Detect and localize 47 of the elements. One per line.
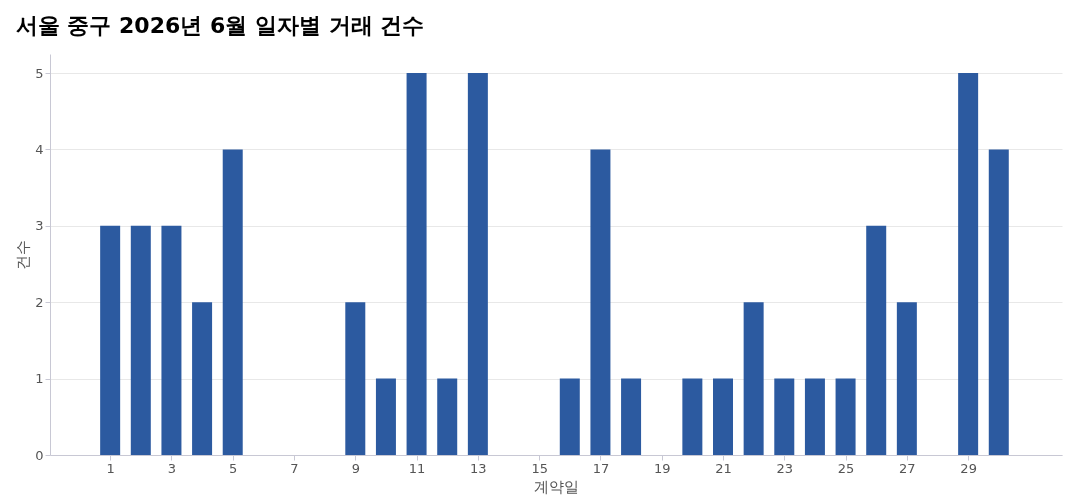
bar [866,225,887,455]
x-tick-label: 29 [960,460,977,476]
y-axis-title: 건수 [14,240,33,270]
bar [222,149,243,455]
bar [192,302,213,455]
bar [375,378,396,455]
bar [713,378,733,455]
y-tick-label: 0 [35,447,44,463]
bar [100,225,121,455]
bar [345,302,366,455]
bar [406,73,427,455]
x-tick-label: 27 [899,460,916,476]
bar [130,225,151,455]
bar [161,225,182,455]
bar [590,149,611,455]
bar [621,378,642,455]
y-tick-label: 3 [35,218,44,234]
x-axis-title: 계약일 [534,477,579,496]
x-tick-label: 23 [776,460,794,476]
bar [958,73,979,455]
x-tick-label: 17 [592,460,610,476]
bar [896,302,917,455]
bar [774,378,795,455]
x-tick-label: 15 [531,460,548,476]
bar [437,378,458,455]
x-tick-label: 25 [837,460,855,476]
bar [743,302,764,455]
x-tick-label: 1 [106,460,115,476]
chart-title: 서울 중구 2026년 6월 일자별 거래 건수 [15,13,425,38]
bar [467,73,488,455]
x-tick-label: 13 [470,460,487,476]
bar [682,378,703,455]
y-tick-label: 2 [35,294,44,310]
x-tick-label: 19 [653,460,671,476]
x-tick-label: 3 [167,460,177,476]
bar [835,378,856,455]
x-tick-label: 21 [715,460,732,476]
x-tick-label: 11 [408,460,426,476]
bar [559,378,580,455]
x-tick-label: 7 [290,460,299,476]
bar [988,149,1009,455]
x-tick-label: 5 [229,460,238,476]
y-tick-label: 4 [35,141,44,157]
y-tick-label: 1 [35,371,44,387]
y-tick-label: 5 [35,65,44,81]
x-tick-label: 9 [351,460,360,476]
bar [804,378,825,455]
